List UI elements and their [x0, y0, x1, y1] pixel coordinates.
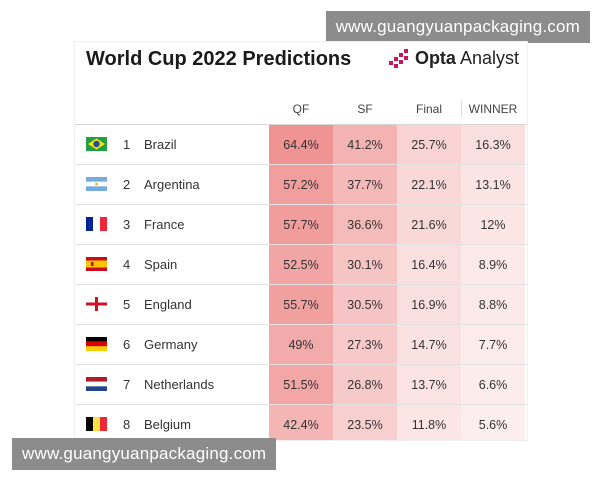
qf-value: 57.2% [269, 165, 333, 205]
brand-name-rest: Analyst [459, 48, 519, 68]
rank: 8 [123, 417, 131, 432]
table-row: 3 France 57.7% 36.6% 21.6% 12% [75, 205, 527, 245]
header-divider [75, 124, 527, 125]
qf-value: 49% [269, 325, 333, 365]
row-divider [75, 244, 527, 245]
qf-value: 55.7% [269, 285, 333, 325]
final-value: 22.1% [397, 165, 461, 205]
winner-value: 8.8% [461, 285, 525, 325]
table-row: 7 Netherlands 51.5% 26.8% 13.7% 6.6% [75, 365, 527, 405]
qf-value: 42.4% [269, 405, 333, 440]
brand: Opta Analyst [388, 48, 519, 69]
watermark-bottom: www.guangyuanpackaging.com [12, 438, 277, 470]
table-row: 2 Argentina 57.2% 37.7% 22.1% 13.1% [75, 165, 527, 205]
rank: 1 [123, 137, 131, 152]
watermark-top: www.guangyuanpackaging.com [325, 11, 590, 43]
qf-value: 52.5% [269, 245, 333, 285]
sf-value: 41.2% [333, 125, 397, 165]
belgium-flag-icon [86, 417, 107, 431]
winner-value: 13.1% [461, 165, 525, 205]
row-divider [75, 284, 527, 285]
row-divider [75, 164, 527, 165]
row-divider [75, 204, 527, 205]
table-header: QF SF Final WINNER [75, 101, 527, 124]
sf-value: 37.7% [333, 165, 397, 205]
column-header-sf: SF [357, 102, 373, 116]
brand-name-bold: Opta [414, 48, 456, 68]
country-name: Brazil [144, 137, 177, 152]
final-value: 21.6% [397, 205, 461, 245]
column-header-qf: QF [292, 102, 310, 116]
sf-value: 26.8% [333, 365, 397, 405]
column-header-winner: WINNER [468, 102, 518, 116]
rank: 7 [123, 377, 131, 392]
country-name: England [144, 297, 192, 312]
rank: 2 [123, 177, 131, 192]
sf-value: 23.5% [333, 405, 397, 440]
country-name: France [144, 217, 185, 232]
country-name: Germany [144, 337, 198, 352]
winner-value: 12% [461, 205, 525, 245]
country-name: Argentina [144, 177, 200, 192]
opta-logo-icon [388, 48, 409, 69]
country-name: Spain [144, 257, 178, 272]
country-name: Belgium [144, 417, 191, 432]
row-divider [75, 324, 527, 325]
qf-value: 51.5% [269, 365, 333, 405]
sf-value: 36.6% [333, 205, 397, 245]
rank: 5 [123, 297, 131, 312]
row-divider [75, 404, 527, 405]
winner-value: 7.7% [461, 325, 525, 365]
row-divider [75, 364, 527, 365]
page-title: World Cup 2022 Predictions [86, 48, 352, 70]
column-header-final: Final [415, 102, 442, 116]
winner-value: 8.9% [461, 245, 525, 285]
rank: 4 [123, 257, 131, 272]
winner-value: 16.3% [461, 125, 525, 165]
final-value: 14.7% [397, 325, 461, 365]
final-value: 16.4% [397, 245, 461, 285]
winner-value: 6.6% [461, 365, 525, 405]
final-value: 25.7% [397, 125, 461, 165]
final-value: 16.9% [397, 285, 461, 325]
predictions-table-card: World Cup 2022 Predictions Opta Analyst … [75, 42, 527, 440]
sf-value: 27.3% [333, 325, 397, 365]
rank: 3 [123, 217, 131, 232]
table-row: 8 Belgium 42.4% 23.5% 11.8% 5.6% [75, 405, 527, 440]
qf-value: 57.7% [269, 205, 333, 245]
table-row: 5 England 55.7% 30.5% 16.9% 8.8% [75, 285, 527, 325]
final-value: 13.7% [397, 365, 461, 405]
final-value: 11.8% [397, 405, 461, 440]
spain-flag-icon [86, 257, 107, 271]
netherlands-flag-icon [86, 377, 107, 391]
brazil-flag-icon [86, 137, 107, 151]
table-row: 6 Germany 49% 27.3% 14.7% 7.7% [75, 325, 527, 365]
qf-value: 64.4% [269, 125, 333, 165]
england-flag-icon [86, 297, 107, 311]
sf-value: 30.1% [333, 245, 397, 285]
table-row: 4 Spain 52.5% 30.1% 16.4% 8.9% [75, 245, 527, 285]
france-flag-icon [86, 217, 107, 231]
table-row: 1 Brazil 64.4% 41.2% 25.7% 16.3% [75, 125, 527, 165]
argentina-flag-icon [86, 177, 107, 191]
germany-flag-icon [86, 337, 107, 351]
column-separator [461, 101, 462, 117]
sf-value: 30.5% [333, 285, 397, 325]
country-name: Netherlands [144, 377, 215, 392]
winner-value: 5.6% [461, 405, 525, 440]
brand-name: Opta Analyst [415, 48, 519, 69]
rank: 6 [123, 337, 131, 352]
